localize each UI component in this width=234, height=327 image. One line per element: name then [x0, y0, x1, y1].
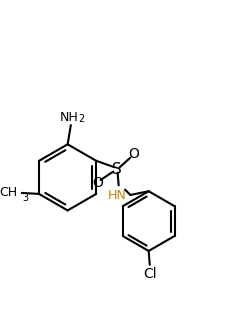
Text: 3: 3	[22, 193, 28, 203]
Text: 2: 2	[78, 114, 85, 125]
Text: Cl: Cl	[143, 267, 157, 281]
Text: S: S	[112, 162, 121, 177]
Text: NH: NH	[59, 111, 78, 124]
Text: HN: HN	[108, 189, 127, 201]
Text: O: O	[128, 147, 139, 162]
Text: O: O	[92, 176, 103, 190]
Text: CH: CH	[0, 186, 18, 199]
